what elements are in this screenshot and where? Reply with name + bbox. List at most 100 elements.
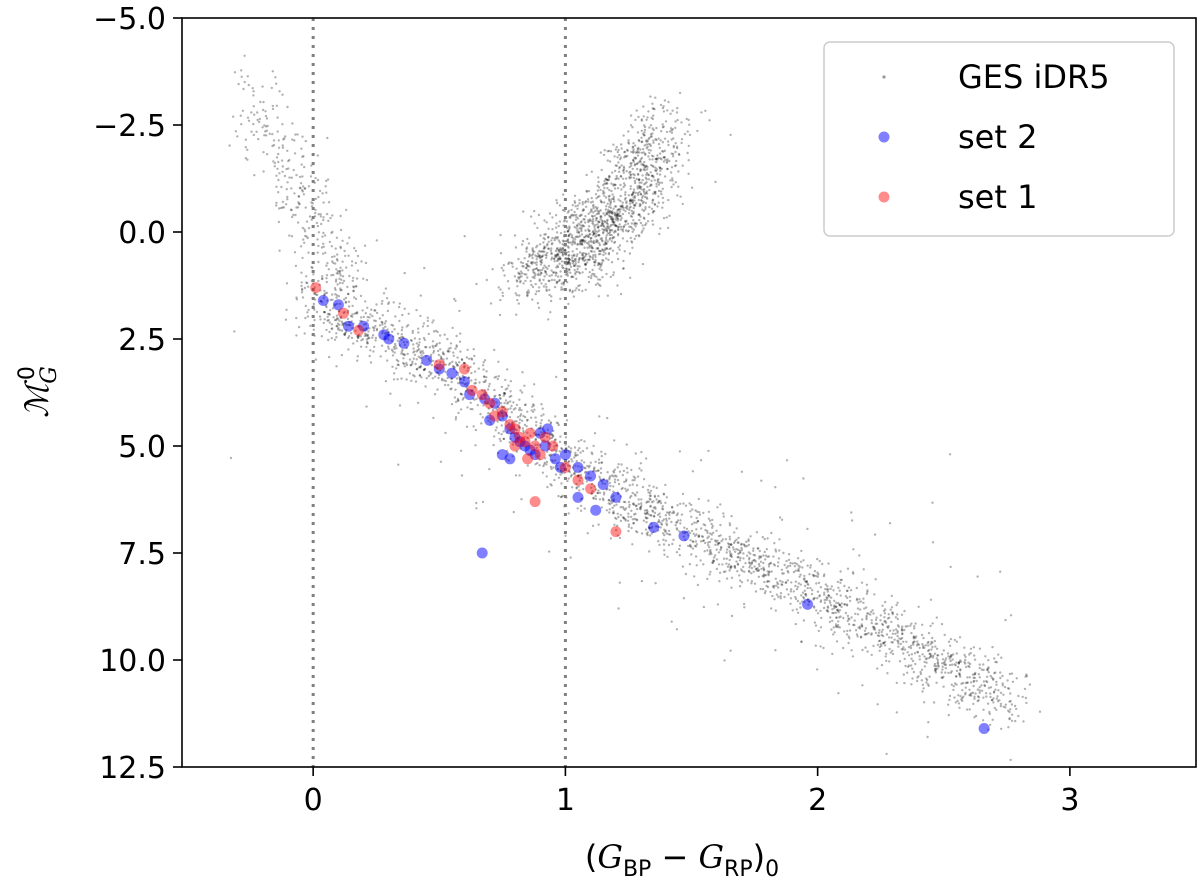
background-point	[614, 224, 618, 228]
background-point	[531, 403, 535, 406]
background-point	[678, 91, 682, 95]
background-point	[879, 619, 882, 622]
background-point	[603, 248, 607, 252]
background-point	[669, 127, 673, 130]
set-2-point	[597, 479, 609, 490]
background-point	[582, 236, 586, 239]
background-point	[968, 688, 971, 691]
background-point	[277, 207, 281, 210]
background-point	[558, 204, 562, 207]
background-point	[622, 225, 625, 228]
background-point	[582, 488, 585, 491]
background-point	[795, 562, 798, 566]
background-point	[347, 348, 350, 351]
background-point	[317, 244, 320, 248]
background-point	[380, 320, 383, 324]
background-point	[408, 372, 412, 375]
background-point	[411, 329, 414, 333]
background-point	[543, 275, 546, 278]
background-point	[707, 517, 711, 520]
background-point	[744, 562, 747, 565]
background-point	[848, 595, 852, 598]
background-point	[575, 277, 578, 280]
background-point	[595, 217, 598, 220]
set-2-point	[504, 453, 516, 465]
background-point	[923, 701, 926, 704]
background-point	[713, 539, 717, 542]
background-point	[747, 543, 750, 547]
background-point	[776, 581, 779, 584]
background-point	[750, 562, 753, 565]
background-point	[864, 627, 868, 630]
background-point	[558, 257, 562, 261]
background-point	[730, 586, 733, 589]
background-point	[622, 259, 625, 263]
background-point	[457, 382, 460, 385]
background-point	[572, 254, 576, 257]
background-point	[921, 643, 924, 646]
background-point	[441, 352, 445, 355]
background-point	[934, 645, 937, 648]
background-point	[655, 160, 658, 164]
background-point	[710, 533, 713, 536]
background-point	[578, 251, 582, 254]
background-point	[632, 158, 635, 162]
background-point	[602, 225, 606, 228]
background-point	[338, 328, 342, 332]
background-point	[352, 285, 355, 288]
background-point	[534, 416, 537, 419]
background-point	[955, 661, 958, 664]
background-point	[1025, 673, 1028, 676]
background-point	[580, 228, 583, 231]
background-point	[647, 142, 650, 146]
background-point	[612, 143, 615, 146]
background-point	[667, 533, 670, 536]
background-point	[740, 581, 744, 584]
background-point	[567, 230, 570, 233]
background-point	[548, 279, 551, 283]
background-point	[799, 606, 802, 609]
background-point	[570, 259, 574, 262]
background-point	[502, 437, 505, 441]
background-point	[491, 408, 495, 412]
background-point	[507, 287, 511, 290]
background-point	[301, 185, 305, 188]
background-point	[758, 557, 761, 560]
background-point	[568, 464, 572, 468]
background-point	[824, 587, 827, 591]
background-point	[652, 107, 655, 110]
background-point	[613, 241, 616, 244]
background-point	[369, 361, 373, 364]
background-point	[574, 264, 577, 267]
background-point	[295, 173, 298, 177]
background-point	[953, 696, 956, 699]
background-point	[337, 309, 341, 313]
background-point	[295, 316, 298, 320]
set-2-point	[421, 354, 433, 366]
background-point	[542, 285, 546, 288]
background-point	[543, 463, 546, 466]
background-point	[559, 270, 562, 273]
background-point	[536, 461, 539, 465]
background-point	[549, 249, 553, 252]
background-point	[286, 181, 289, 184]
background-point	[737, 541, 740, 544]
background-point	[366, 315, 369, 319]
background-point	[297, 201, 300, 204]
background-point	[709, 551, 712, 554]
background-point	[581, 253, 584, 257]
background-point	[437, 353, 441, 357]
background-point	[636, 131, 640, 134]
background-point	[542, 237, 545, 240]
background-point	[635, 518, 638, 521]
background-point	[656, 172, 659, 175]
background-point	[702, 511, 705, 515]
background-point	[780, 568, 784, 571]
background-point	[526, 293, 529, 297]
background-point	[630, 215, 634, 218]
background-point	[931, 636, 934, 640]
background-point	[609, 537, 613, 540]
background-point	[1025, 674, 1029, 678]
background-point	[521, 427, 525, 430]
background-point	[648, 151, 651, 155]
